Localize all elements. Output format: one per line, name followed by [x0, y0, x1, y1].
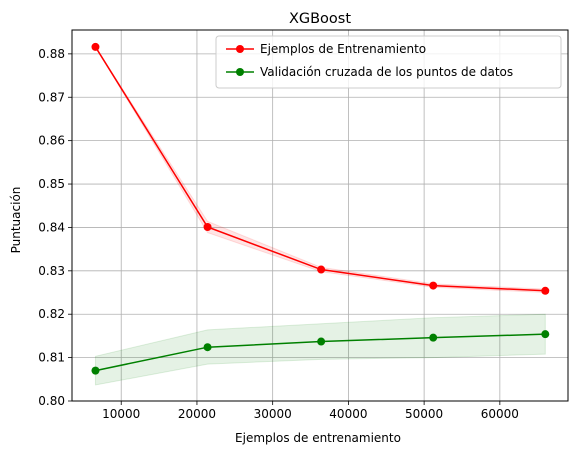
point-series-1 — [429, 333, 438, 342]
point-series-1 — [91, 366, 100, 375]
chart-title: XGBoost — [289, 11, 351, 27]
x-tick-label: 30000 — [254, 407, 292, 421]
series-points — [91, 42, 550, 375]
y-tick-label: 0.83 — [38, 264, 65, 278]
x-tick-label: 50000 — [405, 407, 443, 421]
x-tick-label: 10000 — [102, 407, 140, 421]
y-axis-ticks: 0.80 0.81 0.82 0.83 0.84 0.85 0.86 0.87 0.88 — [38, 47, 72, 408]
legend-marker-validation — [236, 68, 244, 76]
point-series-1 — [541, 330, 550, 339]
point-series-0 — [317, 265, 326, 274]
point-series-0 — [429, 281, 438, 290]
plot-frame — [71, 29, 569, 402]
y-tick-label: 0.81 — [38, 351, 65, 365]
point-series-1 — [317, 337, 326, 346]
point-series-0 — [91, 42, 100, 51]
x-tick-label: 40000 — [329, 407, 367, 421]
band-series-1 — [94, 313, 546, 386]
y-tick-label: 0.84 — [38, 220, 65, 234]
legend: Ejemplos de Entrenamiento Validación cru… — [215, 35, 562, 89]
y-tick-label: 0.87 — [38, 90, 65, 104]
y-tick-label: 0.86 — [38, 134, 65, 148]
x-tick-label: 60000 — [481, 407, 519, 421]
grid-lines — [72, 30, 568, 402]
y-tick-label: 0.88 — [38, 47, 65, 61]
legend-label-train: Ejemplos de Entrenamiento — [260, 42, 426, 56]
y-tick-label: 0.80 — [38, 394, 65, 408]
legend-box — [215, 35, 562, 89]
point-series-1 — [203, 343, 212, 352]
x-axis-ticks: 10000 20000 30000 40000 50000 60000 — [102, 401, 519, 421]
x-tick-label: 20000 — [178, 407, 216, 421]
x-axis-title: Ejemplos de entrenamiento — [235, 431, 401, 445]
y-tick-label: 0.82 — [38, 307, 65, 321]
point-series-0 — [203, 222, 212, 231]
y-tick-label: 0.85 — [38, 177, 65, 191]
legend-label-validation: Validación cruzada de los puntos de dato… — [260, 65, 513, 79]
point-series-0 — [541, 286, 550, 295]
y-axis-title: Puntuación — [9, 187, 23, 254]
legend-marker-train — [236, 45, 244, 53]
